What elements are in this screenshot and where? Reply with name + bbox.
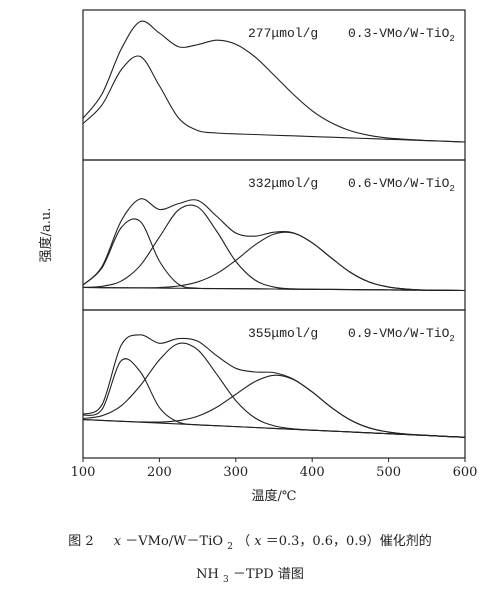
caption-part: NH bbox=[196, 567, 219, 582]
x-tick-label: 600 bbox=[453, 465, 478, 480]
plot-frame bbox=[82, 309, 466, 459]
caption-part: 图 2 bbox=[68, 534, 93, 549]
sample-subscript: 2 bbox=[449, 184, 454, 194]
amount-label: 332μmol/g bbox=[248, 176, 318, 191]
x-tick-label: 400 bbox=[300, 465, 325, 480]
curve bbox=[82, 198, 466, 292]
caption-part: x bbox=[254, 534, 262, 549]
y-axis-label: 强度/a.u. bbox=[38, 208, 54, 263]
sample-text: 0.9-VMo/W-TiO bbox=[348, 326, 450, 341]
sample-label: 0.6-VMo/W-TiO2 bbox=[348, 176, 455, 194]
caption-part: －TPD 谱图 bbox=[233, 567, 304, 582]
x-tick-label: 500 bbox=[376, 465, 401, 480]
curve bbox=[82, 231, 466, 292]
curve bbox=[82, 218, 466, 292]
caption-part: 2 bbox=[227, 542, 233, 552]
x-tick-label: 300 bbox=[223, 465, 248, 480]
caption-part: ＝0.3，0.6，0.9）催化剂的 bbox=[266, 533, 432, 549]
sample-text: 0.6-VMo/W-TiO bbox=[348, 176, 450, 191]
curve bbox=[82, 342, 466, 438]
curve bbox=[82, 20, 466, 143]
amount-label: 355μmol/g bbox=[248, 326, 318, 341]
x-axis-label: 温度/℃ bbox=[252, 488, 297, 504]
caption-part: 3 bbox=[223, 575, 229, 585]
sample-text: 0.3-VMo/W-TiO bbox=[348, 26, 450, 41]
caption-part: （ bbox=[237, 534, 250, 549]
sample-subscript: 2 bbox=[449, 334, 454, 344]
x-tick-label: 200 bbox=[147, 465, 172, 480]
caption-part: －VMo/W－TiO bbox=[125, 534, 223, 549]
caption-line-2: NH 3 －TPD 谱图 bbox=[196, 567, 304, 586]
caption-line-1: 图 2 x －VMo/W－TiO 2 （ x ＝0.3，0.6，0.9）催化剂的 bbox=[68, 533, 431, 553]
curve bbox=[82, 204, 466, 292]
sample-label: 0.9-VMo/W-TiO2 bbox=[348, 326, 455, 344]
amount-label: 277μmol/g bbox=[248, 26, 318, 41]
sample-label: 0.3-VMo/W-TiO2 bbox=[348, 26, 455, 44]
curve bbox=[82, 55, 466, 143]
caption-part: x bbox=[114, 534, 122, 549]
curve bbox=[82, 418, 466, 438]
x-tick-label: 100 bbox=[71, 465, 96, 480]
curve bbox=[82, 286, 466, 292]
sample-subscript: 2 bbox=[449, 34, 454, 44]
